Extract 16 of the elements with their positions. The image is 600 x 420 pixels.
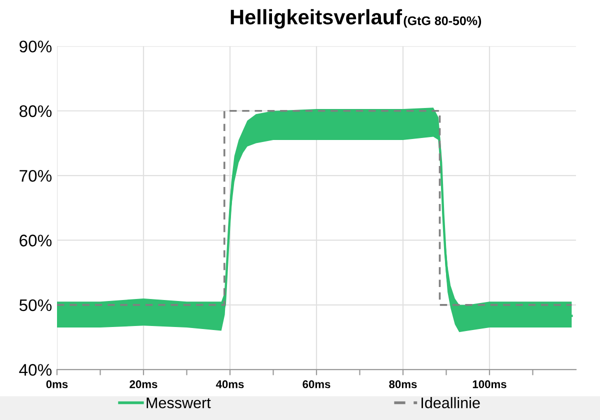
legend-label: Ideallinie	[422, 397, 480, 408]
x-tick-label: 0ms	[46, 380, 68, 388]
y-tick-label: 90%	[20, 40, 52, 52]
y-tick-label: 60%	[20, 234, 52, 246]
x-tick-label: 80ms	[389, 380, 417, 388]
chart-subtitle: (GtG 80-50%)	[404, 16, 482, 28]
y-tick-label: 80%	[20, 105, 52, 118]
legend-label: Messwert	[146, 398, 211, 408]
x-tick-label: 20ms	[130, 380, 158, 388]
x-tick-label: 60ms	[302, 380, 330, 388]
chart-title: Helligkeitsverlauf	[230, 9, 402, 29]
x-tick-label: 100ms	[472, 380, 506, 388]
x-tick-label: 40ms	[216, 380, 244, 388]
y-tick-label: 50%	[19, 299, 52, 312]
y-tick-label: 40%	[19, 364, 52, 376]
y-tick-label: 70%	[20, 170, 52, 182]
